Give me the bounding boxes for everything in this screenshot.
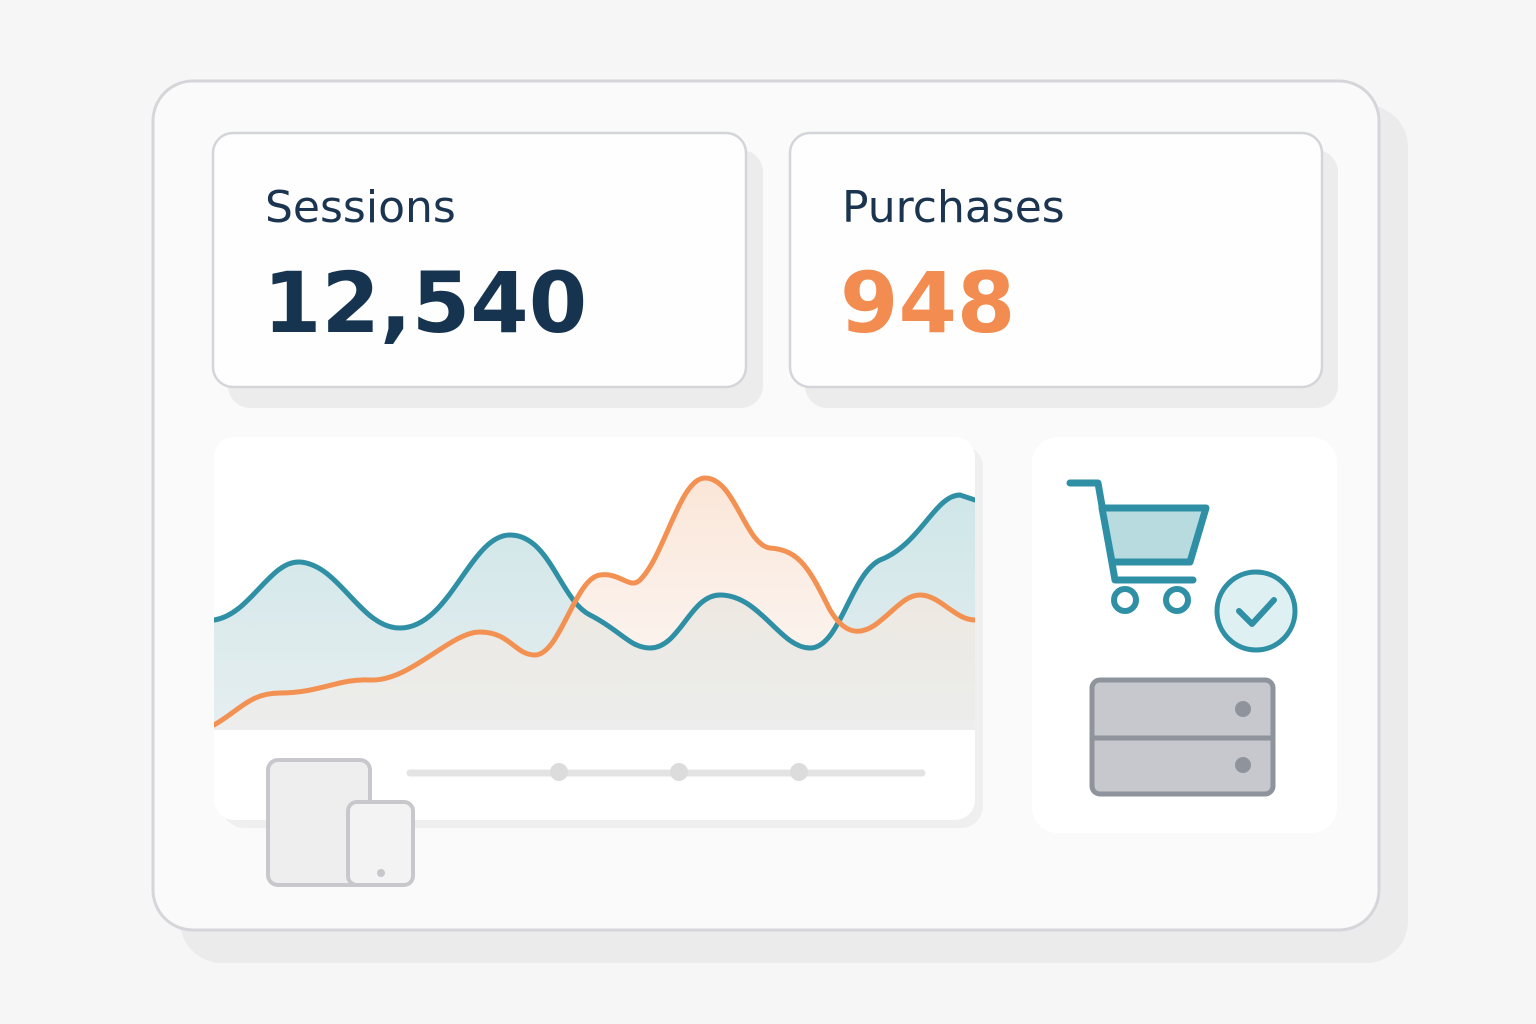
orange-line [214,475,975,728]
slider-dot [670,763,688,781]
teal-line [214,492,975,651]
server-icon [1089,677,1276,797]
card-label: Purchases [842,182,1065,233]
check-icon [1214,569,1298,653]
slider-dot [790,763,808,781]
cart-icon [1066,479,1210,614]
orange-area [214,478,975,730]
sessions-card [211,131,748,389]
phone-button [377,869,385,877]
chart-illustration [214,475,975,730]
card-value: 948 [840,254,1015,352]
card-value: 12,540 [263,254,587,352]
card-label: Sessions [265,182,456,233]
slider-dot [550,763,568,781]
purchases-card [788,131,1324,389]
phone-icon [346,800,415,887]
